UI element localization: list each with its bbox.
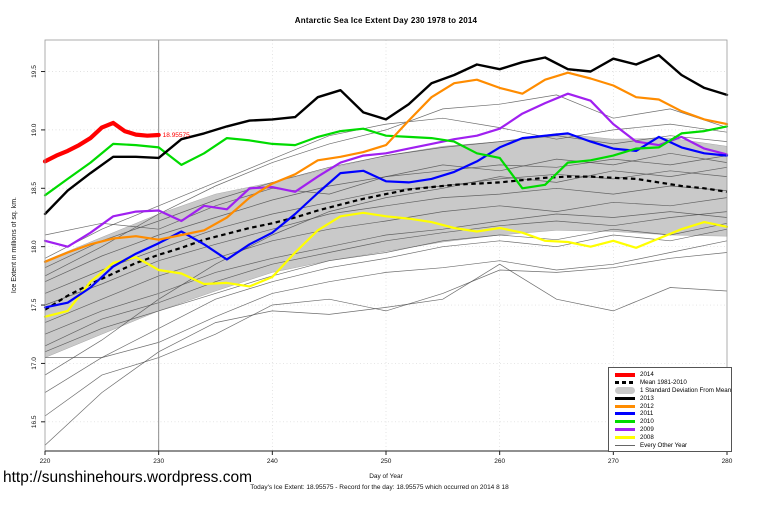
y-tick-label: 19.5 xyxy=(31,65,38,78)
series-2012-line xyxy=(43,71,729,263)
legend-item: 2011 xyxy=(615,410,729,418)
series-2008-line xyxy=(43,211,729,318)
legend-item: 2009 xyxy=(615,426,729,434)
legend-item: 2010 xyxy=(615,418,729,426)
legend-item-label: 1 Standard Deviation From Mean xyxy=(640,386,732,394)
y-tick-label: 18.0 xyxy=(31,240,38,253)
legend-swatch-2010 xyxy=(615,420,635,424)
legend-swatch-2013 xyxy=(615,396,635,400)
series-2014-line xyxy=(42,120,161,164)
series-2010-line xyxy=(43,125,729,197)
x-tick-label: 270 xyxy=(608,458,619,465)
legend-swatch-2014 xyxy=(615,373,635,377)
legend-item: Every Other Year xyxy=(615,441,729,449)
legend-item: Mean 1981-2010 xyxy=(615,379,729,387)
legend-swatch-every-other-year xyxy=(615,444,635,446)
legend-item-label: 2008 xyxy=(640,433,654,441)
y-tick-label: 16.5 xyxy=(31,415,38,428)
legend-item: 2013 xyxy=(615,394,729,402)
legend-swatch-2009 xyxy=(615,427,635,431)
site-url-text: http://sunshinehours.wordpress.com xyxy=(3,469,252,486)
legend-item: 1 Standard Deviation From Mean xyxy=(615,386,732,395)
legend-item-label: 2013 xyxy=(640,394,654,402)
legend-swatch-2011 xyxy=(615,412,635,416)
mean-1981-2010-line xyxy=(44,175,728,311)
series-2009-line xyxy=(43,92,729,248)
legend-item-label: 2010 xyxy=(640,418,654,426)
legend-item: 2012 xyxy=(615,402,729,410)
legend-item: 2008 xyxy=(615,434,729,442)
y-tick-label: 17.0 xyxy=(31,357,38,370)
series-2013-line xyxy=(43,54,729,216)
x-tick-label: 260 xyxy=(494,458,505,465)
legend: 2014 Mean 1981-2010 1 Standard Deviation F… xyxy=(608,367,732,452)
series-2011-line xyxy=(43,132,729,309)
legend-swatch-2012 xyxy=(615,404,635,408)
y-tick-label: 17.5 xyxy=(31,298,38,311)
y-tick-label: 19.0 xyxy=(31,123,38,136)
x-tick-label: 230 xyxy=(153,458,164,465)
legend-swatch-1-standard-deviation-from-mean xyxy=(615,386,635,394)
x-tick-label: 240 xyxy=(267,458,278,465)
x-tick-label: 280 xyxy=(722,458,733,465)
legend-item-label: 2014 xyxy=(640,371,654,379)
legend-item-label: 2009 xyxy=(640,425,654,433)
footnote-text: Today's Ice Extent: 18.95575 - Record fo… xyxy=(250,484,509,491)
x-tick-label: 250 xyxy=(381,458,392,465)
chart-title: Antarctic Sea Ice Extent Day 230 1978 to… xyxy=(294,16,478,25)
x-tick-label: 220 xyxy=(40,458,51,465)
record-value-annotation: 18.95575 xyxy=(163,132,190,139)
legend-item-label: 2012 xyxy=(640,402,654,410)
legend-item-label: Every Other Year xyxy=(640,441,688,449)
legend-item: 2014 xyxy=(615,371,729,379)
x-axis-title: Day of Year xyxy=(369,473,403,480)
legend-swatch-2008 xyxy=(615,435,635,439)
legend-item-label: Mean 1981-2010 xyxy=(640,379,687,387)
y-tick-label: 18.5 xyxy=(31,182,38,195)
legend-item-label: 2011 xyxy=(640,410,654,418)
legend-swatch-mean-1981-2010 xyxy=(615,381,635,384)
